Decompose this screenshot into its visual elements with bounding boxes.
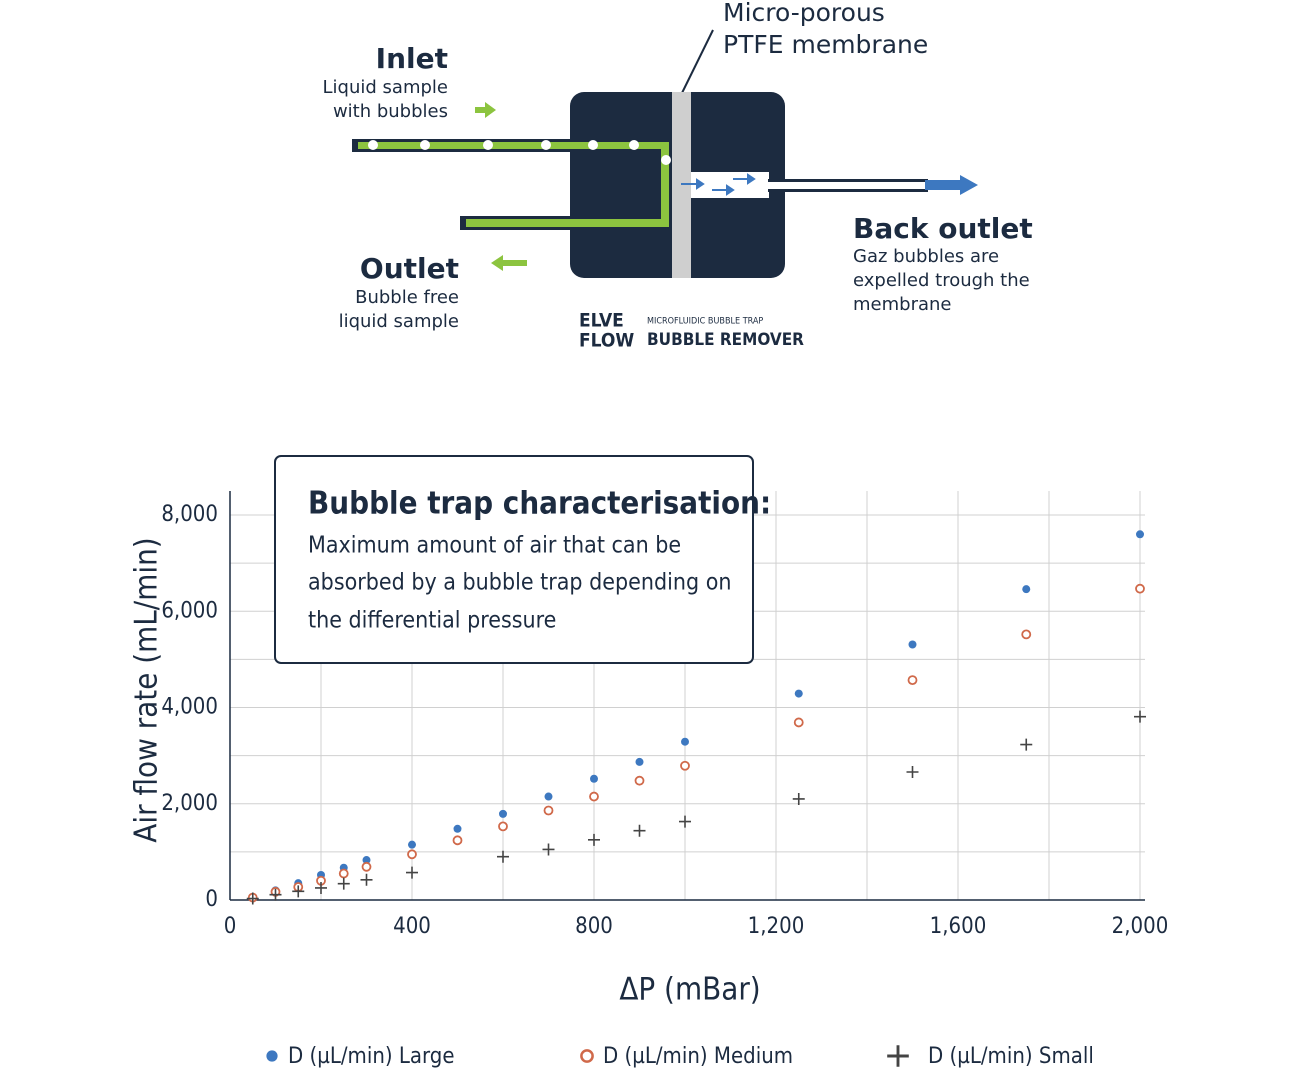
back-chamber: [691, 172, 769, 198]
outlet-title: Outlet: [360, 252, 459, 285]
legend-label: D (µL/min) Small: [928, 1044, 1094, 1069]
point: [498, 821, 508, 832]
legend-label: D (µL/min) Medium: [603, 1044, 793, 1069]
point: [499, 809, 507, 818]
point: [1022, 585, 1031, 594]
back-outlet-text: expelled trough the: [853, 270, 1030, 291]
membrane-label: PTFE membrane: [723, 30, 928, 59]
annotation-box: [274, 455, 754, 664]
x-tick-label: 1,200: [748, 914, 805, 939]
point: [453, 824, 462, 833]
diagram: [352, 29, 978, 278]
y-tick-label: 0: [205, 887, 218, 912]
point: [542, 843, 555, 856]
point: [635, 757, 644, 766]
point: [497, 850, 509, 863]
point: [407, 849, 417, 860]
point: [589, 791, 599, 802]
outlet-flow: [466, 219, 668, 227]
back-outlet-text: membrane: [853, 294, 951, 315]
point: [246, 892, 259, 905]
point: [406, 866, 418, 879]
point: [1134, 710, 1146, 723]
x-tick-label: 800: [575, 914, 613, 939]
point: [633, 824, 646, 837]
point: [1021, 629, 1032, 640]
point: [292, 885, 305, 898]
point: [634, 775, 645, 786]
logo-subtitle: MICROFLUIDIC BUBBLE TRAP: [647, 317, 763, 327]
point: [269, 888, 282, 901]
inlet-title: Inlet: [376, 42, 448, 75]
point: [792, 792, 805, 805]
annotation-text: absorbed by a bubble trap depending on: [308, 570, 732, 596]
point: [362, 856, 371, 865]
legend-marker: [580, 1049, 594, 1063]
point: [908, 640, 917, 649]
air-arrows: [681, 173, 756, 196]
y-tick-label: 8,000: [161, 502, 218, 527]
point: [679, 815, 691, 828]
membrane-label: Micro-porous: [723, 0, 885, 27]
back-outlet-text: Gaz bubbles are: [853, 246, 999, 267]
point: [907, 675, 918, 686]
point: [337, 877, 350, 890]
inlet-text: Liquid sample: [323, 77, 448, 98]
point: [906, 766, 919, 779]
x-tick-label: 1,600: [930, 914, 987, 939]
x-axis-title: ΔP (mBar): [619, 972, 760, 1008]
point: [1135, 583, 1145, 594]
point: [680, 760, 690, 771]
annotation-title: Bubble trap characterisation:: [308, 486, 771, 522]
point: [452, 835, 463, 846]
logo-brand: FLOW: [579, 330, 634, 352]
outlet-text: liquid sample: [339, 311, 459, 332]
annotation-text: Maximum amount of air that can be: [308, 533, 681, 559]
inlet-arrow: [475, 102, 496, 118]
point: [408, 840, 416, 849]
y-tick-label: 4,000: [161, 695, 218, 720]
inner-flow: [661, 142, 669, 227]
y-axis-title: Air flow rate (mL/min): [129, 537, 165, 842]
back-tube-inner: [768, 182, 928, 189]
logo-product: BUBBLE REMOVER: [647, 330, 804, 350]
point: [315, 881, 327, 894]
pointer: [680, 29, 714, 96]
bubbles: [368, 140, 671, 165]
outlet-text: Bubble free: [355, 287, 459, 308]
point: [1136, 530, 1144, 539]
point: [793, 717, 804, 728]
plot: 0 400 800 1,200 1,600 2,000 0 2,000 4,000 6,000 8,…: [161, 491, 1168, 1069]
logo-brand: ELVE: [579, 310, 624, 332]
legend-label: D (µL/min) Large: [288, 1044, 455, 1069]
point: [360, 873, 373, 886]
x-tick-label: 0: [224, 914, 237, 939]
x-tick-label: 2,000: [1112, 914, 1169, 939]
inlet-text: with bubbles: [333, 101, 448, 122]
point: [361, 861, 372, 872]
back-arrow: [925, 175, 978, 195]
point: [681, 737, 689, 746]
x-tick-label: 400: [393, 914, 431, 939]
outlet-arrow: [491, 255, 527, 271]
y-tick-label: 6,000: [161, 598, 218, 623]
point: [794, 689, 803, 698]
legend-marker: [887, 1045, 909, 1067]
point: [543, 805, 554, 816]
point: [544, 792, 553, 801]
y-tick-label: 2,000: [161, 791, 218, 816]
legend-marker: [266, 1050, 278, 1062]
annotation-text: the differential pressure: [308, 608, 556, 634]
point: [588, 833, 600, 846]
point: [338, 868, 349, 879]
back-outlet-title: Back outlet: [853, 212, 1033, 245]
point: [590, 774, 598, 783]
inlet-flow: [358, 142, 669, 149]
point: [1020, 738, 1033, 751]
